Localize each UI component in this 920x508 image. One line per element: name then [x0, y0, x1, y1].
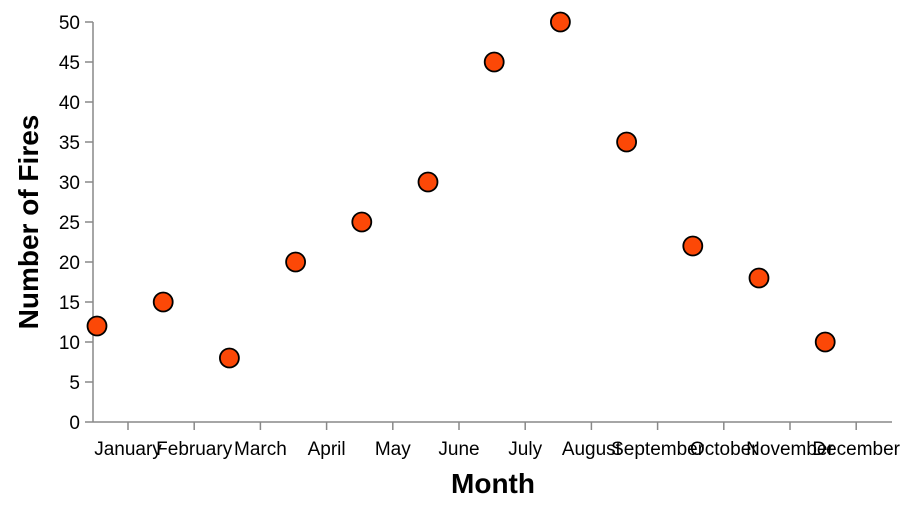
- data-point: [483, 51, 505, 73]
- x-tick-label: July: [508, 439, 542, 460]
- x-tick-label: October: [690, 439, 758, 460]
- x-axis-title: Month: [451, 468, 535, 499]
- x-tick-label: December: [812, 439, 900, 460]
- y-tick-label: 25: [59, 213, 80, 234]
- x-tick-label: February: [156, 439, 233, 460]
- data-point: [550, 11, 571, 33]
- x-tick-label: April: [308, 439, 346, 460]
- y-tick-label: 35: [59, 133, 80, 154]
- y-axis: 0 5 10 15 20 25 30 35 40 45 50: [59, 13, 94, 434]
- y-axis-title: Number of Fires: [13, 115, 44, 330]
- data-point: [814, 331, 836, 353]
- y-tick-label: 0: [69, 413, 80, 434]
- data-point: [152, 291, 174, 313]
- x-tick-label: May: [375, 439, 411, 460]
- data-point: [682, 235, 704, 257]
- data-point: [616, 131, 637, 153]
- data-point: [86, 315, 108, 337]
- data-point: [218, 347, 240, 369]
- data-points: [86, 11, 836, 369]
- y-tick-label: 40: [59, 93, 80, 114]
- data-point: [417, 171, 439, 193]
- x-tick-label: January: [94, 439, 162, 460]
- y-tick-label: 50: [59, 13, 80, 34]
- x-tick-label: March: [234, 439, 287, 460]
- x-tick-label: November: [746, 439, 834, 460]
- y-tick-label: 45: [59, 53, 80, 74]
- x-tick-label: June: [438, 439, 479, 460]
- data-point: [351, 211, 373, 233]
- y-tick-label: 10: [59, 333, 80, 354]
- y-tick-label: 20: [59, 253, 80, 274]
- data-point: [285, 251, 307, 273]
- data-point: [748, 267, 770, 289]
- x-tick-label: August: [562, 439, 622, 460]
- y-tick-label: 15: [59, 293, 80, 314]
- y-tick-label: 5: [69, 373, 80, 394]
- x-tick-label: September: [611, 439, 705, 460]
- y-tick-label: 30: [59, 173, 80, 194]
